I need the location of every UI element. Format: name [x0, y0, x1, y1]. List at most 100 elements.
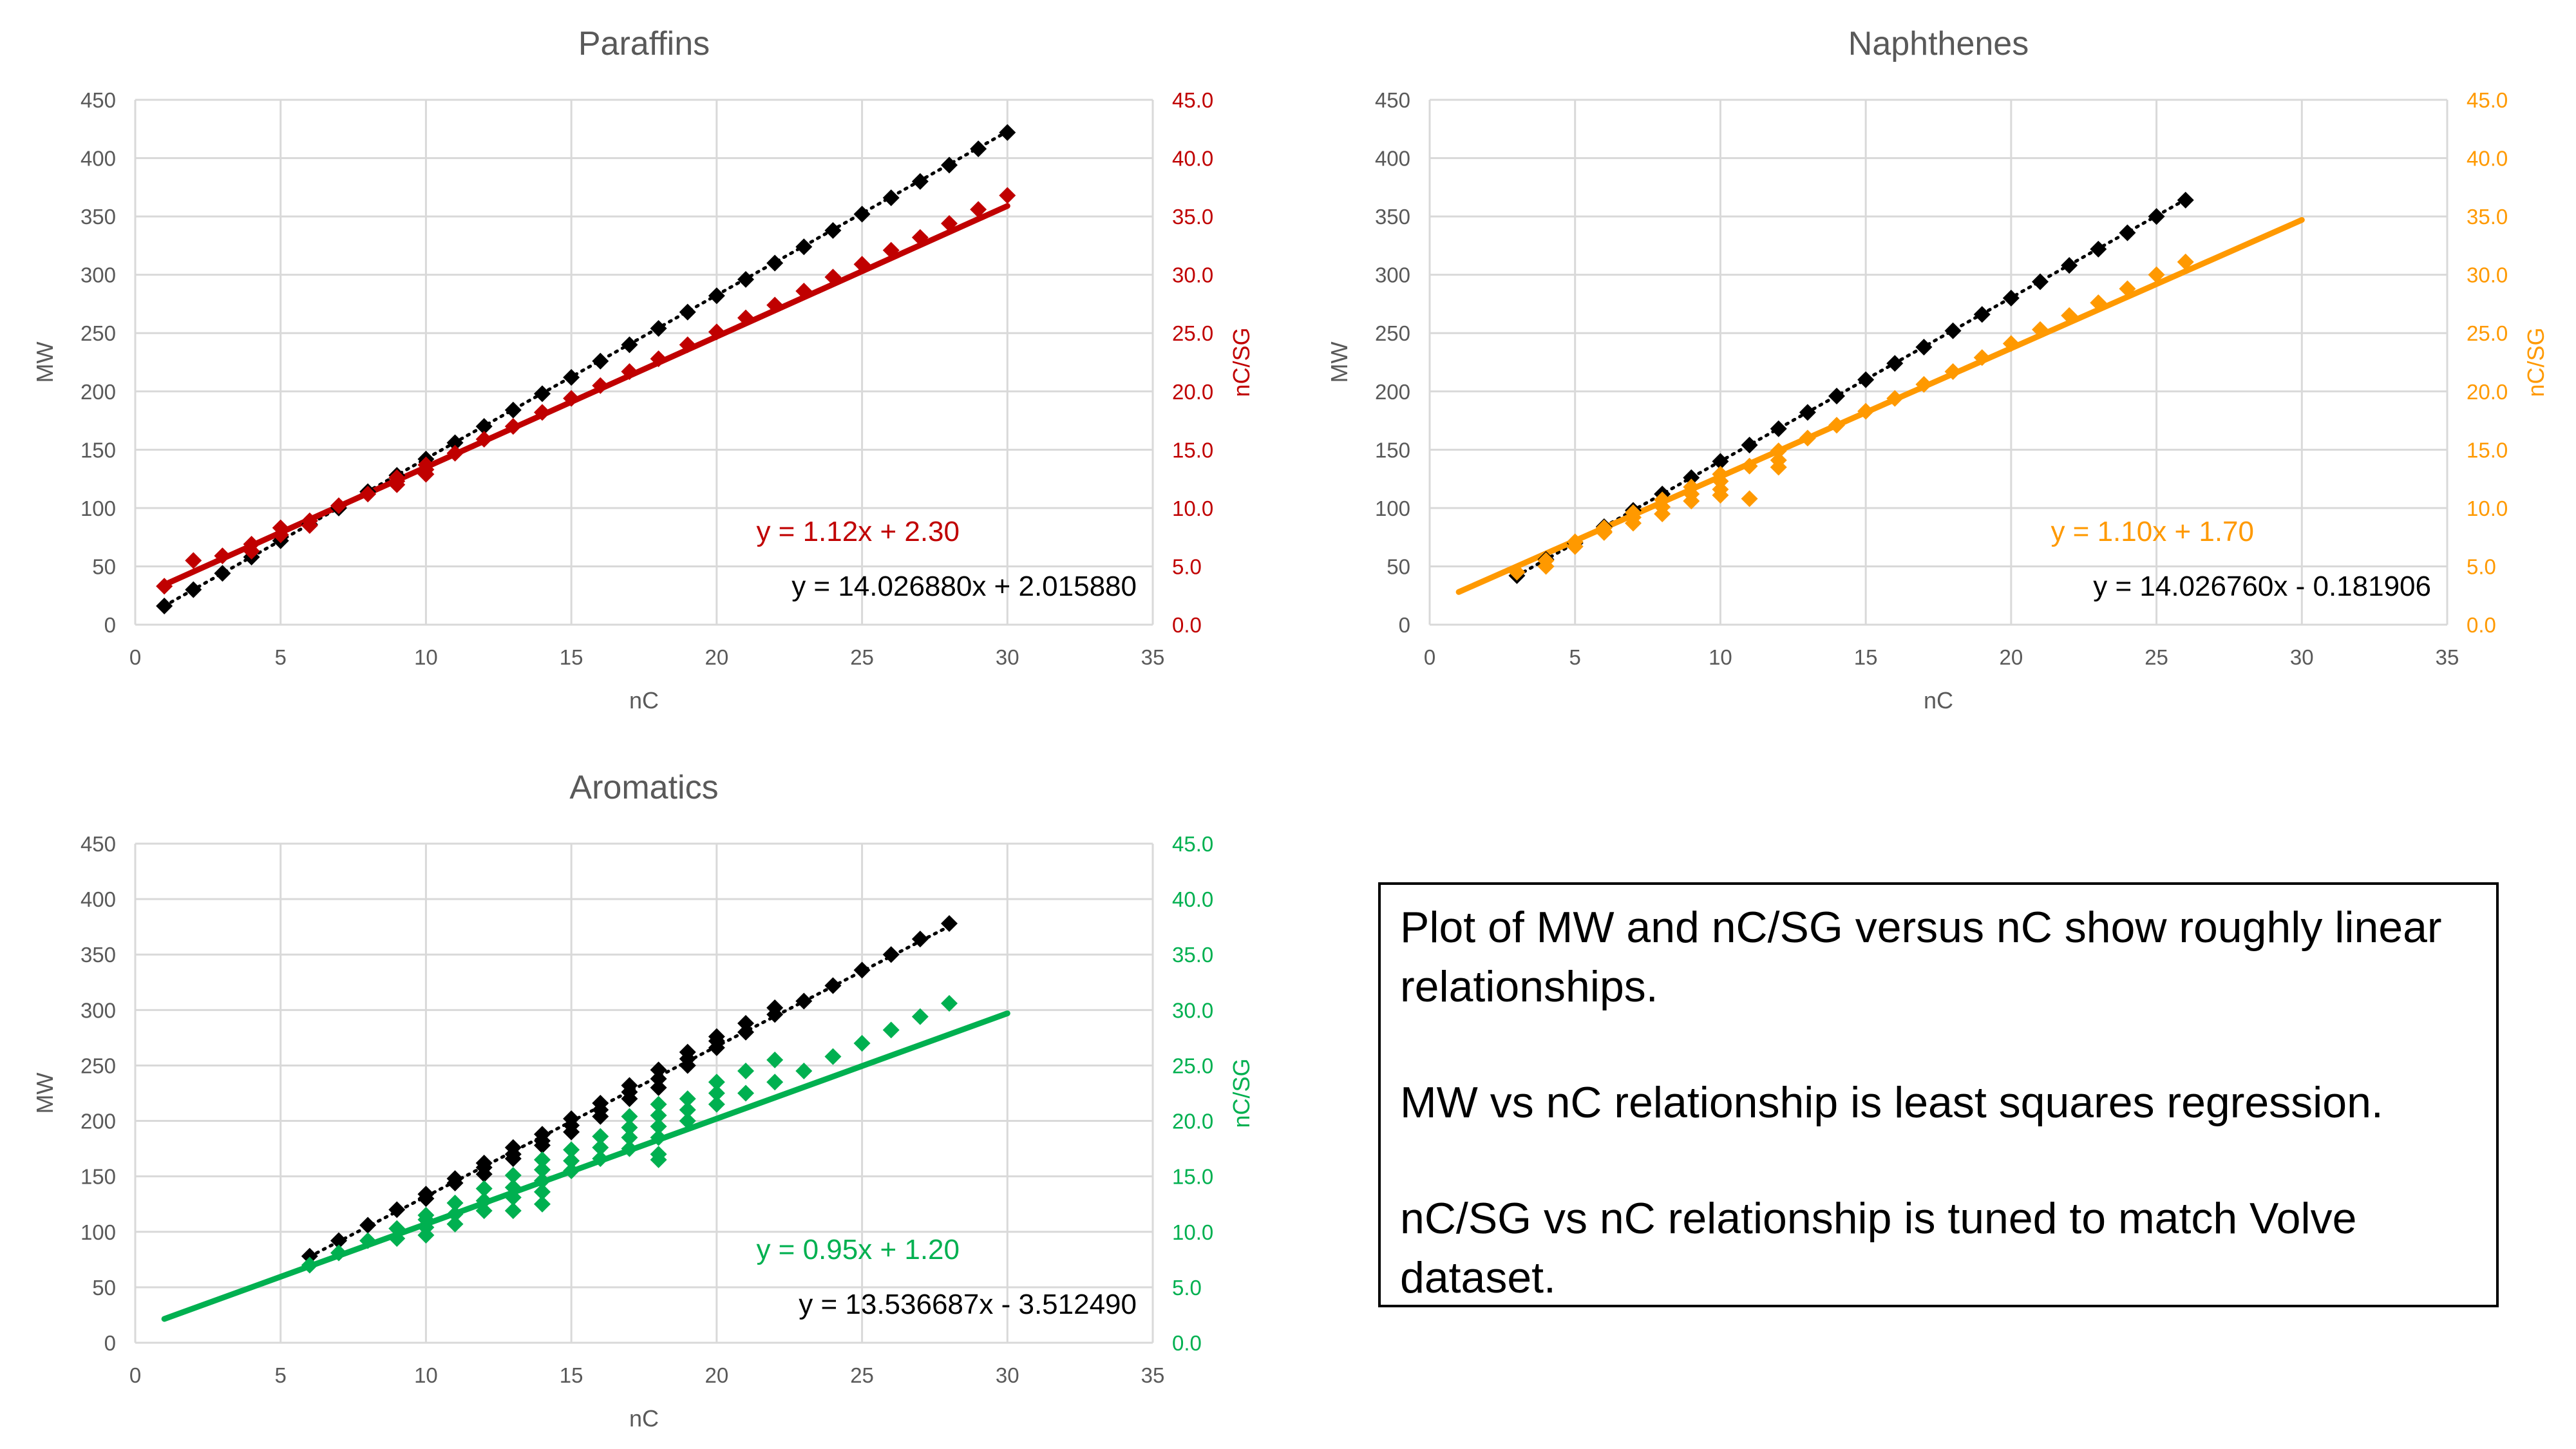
mw-data-point [941, 156, 958, 174]
y2-axis-label: nC/SG [2523, 327, 2549, 397]
y-tick-label: 50 [92, 1276, 116, 1300]
nc-sg-data-point [2119, 280, 2136, 298]
nc-sg-data-point [504, 1189, 522, 1206]
nc-sg-data-point [621, 1140, 638, 1157]
mw-data-point [650, 1070, 667, 1088]
y-tick-label: 150 [1375, 438, 1410, 462]
mw-data-point [708, 1028, 725, 1045]
mw-data-point [2061, 257, 2078, 274]
y2-tick-label: 25.0 [1172, 321, 1213, 345]
y2-tick-label: 40.0 [1172, 147, 1213, 171]
y2-tick-label: 15.0 [1172, 1165, 1213, 1189]
nc-sg-data-point [446, 1206, 464, 1223]
nc-sg-data-point [592, 1150, 609, 1168]
mw-data-point [417, 1186, 435, 1203]
nc-sg-data-point [446, 444, 464, 462]
nc-sg-data-point [708, 1074, 725, 1091]
mw-data-point [2177, 191, 2194, 209]
mw-data-point [853, 961, 871, 979]
nc-sg-data-point [1770, 442, 1787, 460]
y2-tick-label: 35.0 [1172, 205, 1213, 229]
nc-sg-data-point [446, 1215, 464, 1233]
x-tick-label: 10 [1709, 645, 1732, 669]
nc-sg-data-point [1683, 478, 1700, 496]
mw-data-point [185, 581, 202, 598]
nc-sg-data-point [534, 1195, 551, 1213]
nc-sg-data-point [1915, 375, 1933, 393]
nc-sg-data-point [417, 1206, 435, 1224]
nc-sg-data-point [504, 1179, 522, 1196]
y-tick-label: 350 [80, 205, 116, 229]
mw-data-point [708, 287, 725, 305]
x-axis-label: nC [629, 687, 659, 714]
mw-data-point [882, 189, 900, 207]
y-tick-label: 300 [80, 263, 116, 287]
nc-sg-data-point [1595, 523, 1613, 540]
nc-sg-data-point [2032, 321, 2049, 338]
nc-sg-data-point [766, 1051, 784, 1068]
nc-sg-data-point [359, 1232, 377, 1249]
nc-sg-data-point [214, 547, 231, 565]
x-tick-label: 35 [2436, 645, 2459, 669]
y-tick-label: 0 [1399, 613, 1410, 637]
mw-data-point [621, 1077, 638, 1094]
x-tick-label: 10 [414, 645, 438, 669]
y-tick-label: 150 [80, 438, 116, 462]
nc-sg-data-point [475, 431, 493, 448]
y2-tick-label: 20.0 [1172, 1110, 1213, 1133]
nc-sg-data-point [563, 1162, 580, 1180]
nc-sg-data-point [1799, 430, 1816, 447]
mw-data-point [534, 385, 551, 402]
y-tick-label: 400 [80, 147, 116, 171]
nc-sg-data-point [563, 1152, 580, 1170]
nc-sg-data-point [534, 1151, 551, 1168]
mw-data-point [911, 931, 929, 948]
nc-sg-data-point [621, 363, 638, 380]
mw-data-point [766, 254, 784, 272]
y2-tick-label: 45.0 [1172, 88, 1213, 112]
nc-sg-data-point [737, 1084, 754, 1102]
mw-data-point [766, 999, 784, 1016]
nc-sg-data-point [504, 1202, 522, 1220]
nc-sg-data-point [388, 1230, 406, 1247]
mw-data-point [853, 205, 871, 223]
mw-trend-equation: y = 13.536687x - 3.512490 [799, 1289, 1137, 1320]
nc-sg-data-point [388, 473, 406, 490]
mw-data-point [592, 1095, 609, 1112]
mw-data-point [1973, 306, 1991, 323]
mw-data-point [1712, 453, 1729, 470]
y-tick-label: 350 [1375, 205, 1410, 229]
y-tick-label: 150 [80, 1165, 116, 1189]
summary-note-box: Plot of MW and nC/SG versus nC show roug… [1378, 882, 2499, 1307]
nc-sg-data-point [301, 517, 318, 535]
y-tick-label: 0 [104, 613, 116, 637]
nc-sg-data-point [417, 466, 435, 483]
nc-sg-data-point [766, 296, 784, 314]
nc-sg-data-point [621, 1129, 638, 1146]
mw-data-point [970, 140, 987, 158]
mw-data-point [621, 336, 638, 354]
y-tick-label: 300 [1375, 263, 1410, 287]
chart-naphthenes: 0 5 10 15 20 25 30 3505010015020025030035040045… [1326, 25, 2549, 714]
nc-sg-data-point [2090, 294, 2107, 312]
y-tick-label: 400 [1375, 147, 1410, 171]
y-tick-label: 200 [80, 1110, 116, 1133]
mw-data-point [824, 222, 842, 239]
y-tick-label: 50 [92, 554, 116, 578]
nc-sg-data-point [359, 486, 377, 503]
nc-sg-data-point [446, 1195, 464, 1211]
y2-tick-label: 0.0 [2467, 613, 2496, 637]
nc-sg-data-point [330, 1244, 347, 1262]
y2-tick-label: 0.0 [1172, 613, 1202, 637]
mw-data-point [1857, 371, 1875, 388]
mw-data-point [1886, 355, 1904, 372]
mw-data-point [1915, 338, 1933, 355]
y-tick-label: 300 [80, 998, 116, 1022]
mw-data-point [737, 1015, 754, 1032]
nc-sg-data-point [475, 1192, 493, 1209]
y2-tick-label: 5.0 [2467, 554, 2496, 578]
nc-sg-data-point [650, 350, 667, 368]
y-tick-label: 250 [80, 1054, 116, 1077]
nc-sg-data-point [1654, 491, 1671, 509]
nc-sg-data-point [475, 1180, 493, 1197]
